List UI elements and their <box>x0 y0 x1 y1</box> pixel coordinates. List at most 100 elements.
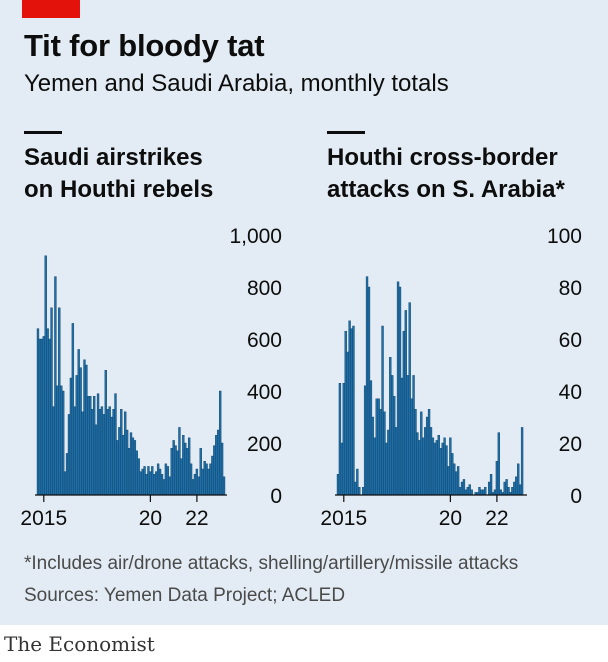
airstrikes-bar <box>56 385 59 496</box>
attacks-bar <box>422 437 425 496</box>
attacks-bar <box>418 440 421 496</box>
airstrikes-bar <box>65 453 69 496</box>
airstrikes-xtick-label: 22 <box>185 507 208 530</box>
airstrikes-bar <box>75 375 78 496</box>
airstrikes-bar <box>83 359 86 496</box>
attacks-bar <box>470 489 473 496</box>
attacks-bar <box>369 380 373 496</box>
attacks-bar <box>371 416 375 496</box>
attacks-bar <box>520 427 524 496</box>
airstrikes-bar <box>44 255 47 496</box>
attacks-bar <box>375 398 378 496</box>
right-panel-title-line-1: Houthi cross-border <box>327 144 558 171</box>
airstrikes-bar <box>131 437 135 496</box>
airstrikes-bar <box>160 473 164 496</box>
airstrikes-bar <box>199 447 202 496</box>
attacks-bar <box>513 481 516 496</box>
attacks-xtick-label: 22 <box>485 507 508 530</box>
attacks-bar <box>383 411 386 496</box>
airstrikes-bar <box>215 434 218 496</box>
attacks-bar <box>518 484 522 496</box>
airstrikes-bar <box>120 408 123 496</box>
airstrikes-bar <box>79 367 82 496</box>
airstrikes-bar <box>176 450 179 496</box>
airstrikes-bar <box>89 395 92 496</box>
attacks-bar <box>443 437 446 496</box>
attacks-bar <box>460 481 464 496</box>
airstrikes-bar <box>62 390 65 496</box>
airstrikes-bar <box>129 432 133 496</box>
attacks-ytick-label: 40 <box>559 381 582 404</box>
airstrikes-bar <box>207 468 210 496</box>
attacks-bar <box>507 487 510 496</box>
airstrikes-bar <box>93 395 96 496</box>
attacks-bar <box>348 320 351 496</box>
airstrikes-bar <box>193 473 197 496</box>
attacks-bar <box>499 489 502 496</box>
airstrikes-ytick-label: 800 <box>247 277 282 300</box>
attacks-bar <box>414 408 417 496</box>
airstrikes-bar <box>85 364 88 496</box>
airstrikes-bar <box>116 440 119 496</box>
attacks-ytick-label: 60 <box>559 329 582 352</box>
airstrikes-bar <box>114 393 117 496</box>
left-panel-rule <box>24 131 62 134</box>
attacks-bar <box>352 325 355 496</box>
airstrikes-bar <box>178 427 181 496</box>
attacks-bar <box>396 281 400 496</box>
right-panel-rule <box>327 131 365 134</box>
attacks-bar <box>358 487 361 496</box>
right-panel-title: Houthi cross-border attacks on S. Arabia… <box>327 142 565 206</box>
attacks-bar <box>435 440 438 496</box>
airstrikes-ytick-label: 200 <box>247 433 282 456</box>
airstrikes-bar <box>135 450 138 496</box>
attacks-bar <box>420 411 423 496</box>
attacks-bar <box>381 325 384 496</box>
chart-subtitle: Yemen and Saudi Arabia, monthly totals <box>24 70 449 97</box>
airstrikes-bar <box>91 408 94 496</box>
attacks-bar <box>431 437 435 496</box>
attacks-bar <box>356 468 359 496</box>
airstrikes-xtick-label: 20 <box>139 507 162 530</box>
footnote: *Includes air/drone attacks, shelling/ar… <box>24 553 519 574</box>
chart-title: Tit for bloody tat <box>24 28 265 63</box>
attacks-bar <box>379 408 382 496</box>
attacks-bar <box>429 427 433 496</box>
attacks-bar <box>425 416 429 496</box>
airstrikes-bar <box>145 473 148 496</box>
airstrikes-bar <box>106 408 109 496</box>
airstrikes-bar <box>46 328 49 496</box>
attacks-bar <box>391 375 394 496</box>
airstrikes-bar <box>139 471 142 496</box>
attacks-bar <box>377 398 380 496</box>
airstrikes-xtick-label: 2015 <box>20 507 67 530</box>
airstrikes-bar <box>205 463 208 496</box>
airstrikes-bar <box>203 460 206 496</box>
airstrikes-bar <box>151 466 154 496</box>
attacks-bar <box>365 276 369 496</box>
airstrikes-bar <box>184 442 187 496</box>
attacks-bar <box>517 463 520 496</box>
airstrikes-bar <box>133 440 137 496</box>
attacks-bar <box>406 375 409 496</box>
airstrikes-bar <box>211 455 214 496</box>
attacks-bar <box>449 437 452 496</box>
airstrikes-bar <box>67 414 71 496</box>
source-note: Sources: Yemen Data Project; ACLED <box>24 585 346 606</box>
attacks-bar <box>387 429 390 496</box>
airstrikes-bar <box>122 434 125 496</box>
attacks-bar <box>342 382 345 496</box>
airstrikes-bar <box>155 471 158 496</box>
airstrikes-bar <box>222 476 226 496</box>
attacks-bar <box>511 487 514 496</box>
airstrikes-bar <box>98 408 102 496</box>
attacks-bar <box>487 481 491 496</box>
airstrikes-bar <box>38 338 42 496</box>
attacks-bar <box>441 442 444 496</box>
airstrikes-bar <box>174 445 177 496</box>
airstrikes-bar <box>63 471 67 496</box>
attacks-ytick-label: 80 <box>559 277 582 300</box>
airstrikes-bar <box>118 427 121 496</box>
left-panel-title: Saudi airstrikes on Houthi rebels <box>24 142 213 206</box>
airstrikes-bar <box>217 429 220 496</box>
